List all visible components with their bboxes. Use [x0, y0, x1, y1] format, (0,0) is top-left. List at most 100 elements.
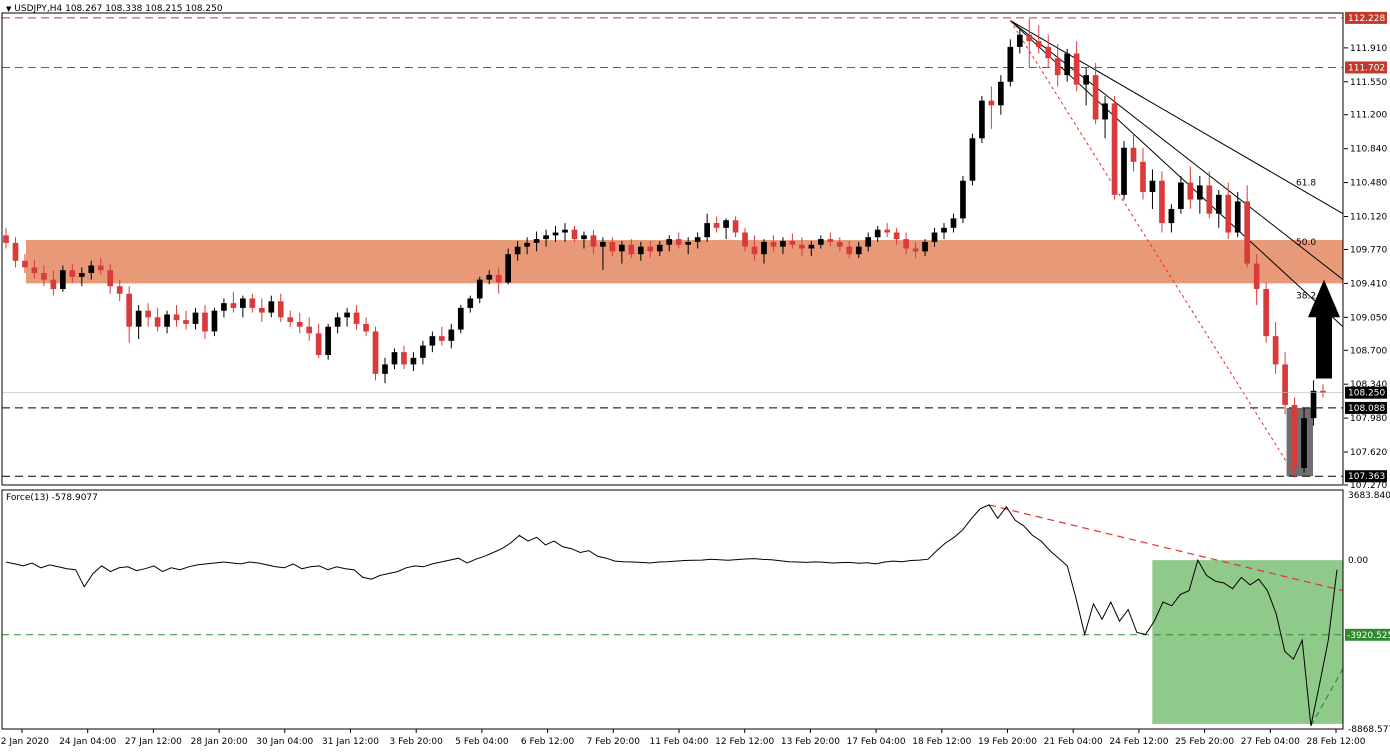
candle: [808, 240, 815, 257]
force-level-tag-bg: [1345, 628, 1390, 641]
candle-body: [334, 317, 341, 327]
candle-body: [581, 235, 587, 240]
time-tick-label: 24 Jan 04:00: [59, 737, 116, 747]
candle: [287, 310, 294, 327]
candle-body: [1215, 194, 1222, 214]
price-tick-label: 107.620: [1350, 448, 1387, 458]
candle: [780, 237, 786, 255]
candle: [761, 239, 767, 264]
candle-body: [808, 244, 815, 249]
candle-body: [988, 100, 995, 106]
candle-body: [31, 267, 38, 274]
candle-body: [315, 333, 322, 355]
candle: [656, 240, 663, 257]
candle: [533, 231, 540, 252]
candle: [742, 227, 748, 252]
candle-body: [1187, 182, 1194, 200]
candle: [1225, 182, 1232, 240]
fib-label-1: 50.0: [1296, 238, 1316, 248]
candle-body: [505, 254, 512, 283]
candle: [874, 225, 881, 242]
price-tick-label: 110.840: [1350, 145, 1387, 155]
price-tick-label: 109.410: [1350, 279, 1387, 289]
candle: [1282, 352, 1288, 415]
candle: [192, 307, 199, 330]
candle: [457, 305, 464, 334]
candle-body: [391, 352, 398, 365]
candle: [429, 331, 436, 353]
time-tick-label: 3 Feb 20:00: [390, 737, 444, 747]
candle-body: [514, 246, 521, 255]
candle-body: [353, 312, 360, 324]
price-tick-label: 111.550: [1350, 78, 1387, 88]
candle: [1092, 62, 1099, 125]
candle: [647, 240, 654, 258]
candle: [1187, 166, 1194, 209]
candle-body: [1083, 75, 1089, 85]
candle: [514, 240, 521, 261]
candle-body: [1263, 289, 1269, 337]
time-tick-label: 28 Feb 12:00: [1306, 737, 1365, 747]
candle-body: [183, 320, 189, 324]
current-price-tag-bg: [1345, 386, 1387, 399]
candle-body: [467, 298, 474, 308]
candle-body: [154, 317, 161, 327]
candle: [1301, 408, 1307, 473]
candle-body: [401, 352, 407, 365]
candle: [88, 260, 95, 280]
candle-body: [1244, 201, 1251, 264]
time-tick-label: 31 Jan 12:00: [322, 737, 379, 747]
force-tick-label: -8868.577: [1348, 725, 1390, 735]
candle: [1140, 147, 1146, 200]
candle-body: [1196, 185, 1203, 200]
time-tick-label: 11 Feb 04:00: [649, 737, 708, 747]
candle: [438, 326, 445, 346]
candle-body: [1064, 53, 1071, 76]
candle: [41, 265, 47, 287]
descending-trendline: [1009, 20, 1295, 475]
candle: [960, 175, 966, 224]
level-tag-bg: [1345, 61, 1387, 74]
candle: [1102, 95, 1108, 139]
candle-body: [628, 244, 635, 255]
candle-body: [1291, 404, 1298, 469]
force-highlight-box: [1152, 560, 1343, 724]
candle: [1073, 41, 1080, 92]
candle-body: [637, 246, 644, 255]
fib-label-0: 61.8: [1296, 178, 1316, 188]
bullish-arrow-icon: [1308, 279, 1340, 379]
candle-body: [277, 301, 284, 318]
candle-body: [1035, 41, 1042, 47]
symbol-triangle-icon[interactable]: ▼: [6, 5, 12, 13]
candle-body: [126, 293, 133, 327]
candle-body: [922, 241, 928, 252]
candle-body: [571, 229, 578, 240]
candle: [524, 237, 530, 255]
candle-body: [979, 100, 985, 139]
candle: [173, 305, 180, 327]
candle: [817, 235, 824, 249]
candle-body: [1206, 185, 1213, 214]
candle: [249, 293, 256, 313]
candle: [31, 259, 38, 279]
price-tick-label: 110.120: [1350, 212, 1387, 222]
candle: [344, 307, 350, 327]
candle: [211, 307, 218, 337]
time-tick-label: 12 Feb 12:00: [715, 737, 774, 747]
time-tick-label: 22 Jan 2020: [0, 737, 49, 747]
candle: [154, 307, 161, 332]
candle-body: [12, 242, 19, 261]
candle: [666, 235, 673, 252]
candle: [1035, 25, 1042, 54]
candle: [988, 86, 995, 129]
candle: [268, 295, 275, 318]
candle: [69, 263, 76, 283]
price-tick-label: 111.910: [1350, 44, 1387, 54]
candle-body: [1102, 103, 1108, 120]
candle: [3, 227, 9, 249]
symbol-label: USDJPY,H4: [14, 4, 63, 14]
time-tick-label: 7 Feb 20:00: [587, 737, 641, 747]
candle-body: [742, 232, 748, 247]
candle: [1272, 322, 1279, 374]
price-panel-frame: [1, 12, 1344, 486]
